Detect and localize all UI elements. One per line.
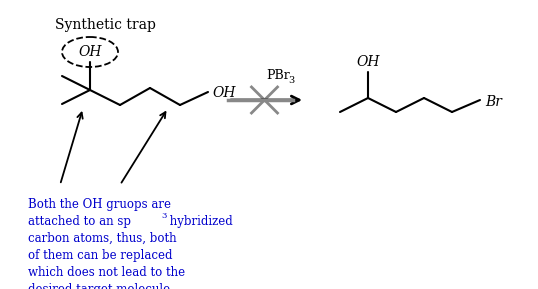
Text: Synthetic trap: Synthetic trap [54,18,155,32]
Text: carbon atoms, thus, both: carbon atoms, thus, both [28,232,176,245]
Text: Both the OH gruops are: Both the OH gruops are [28,198,171,211]
Text: PBr: PBr [266,69,290,82]
Text: OH: OH [78,45,102,59]
Text: which does not lead to the: which does not lead to the [28,266,185,279]
Text: attached to an sp: attached to an sp [28,215,131,228]
Text: OH: OH [212,86,236,100]
Text: 3: 3 [288,76,294,85]
Text: of them can be replaced: of them can be replaced [28,249,173,262]
Text: 3: 3 [161,212,166,220]
Text: OH: OH [356,55,380,69]
Text: desired target molecule.: desired target molecule. [28,283,174,289]
Text: Br: Br [485,95,502,109]
Text: hybridized: hybridized [166,215,232,228]
